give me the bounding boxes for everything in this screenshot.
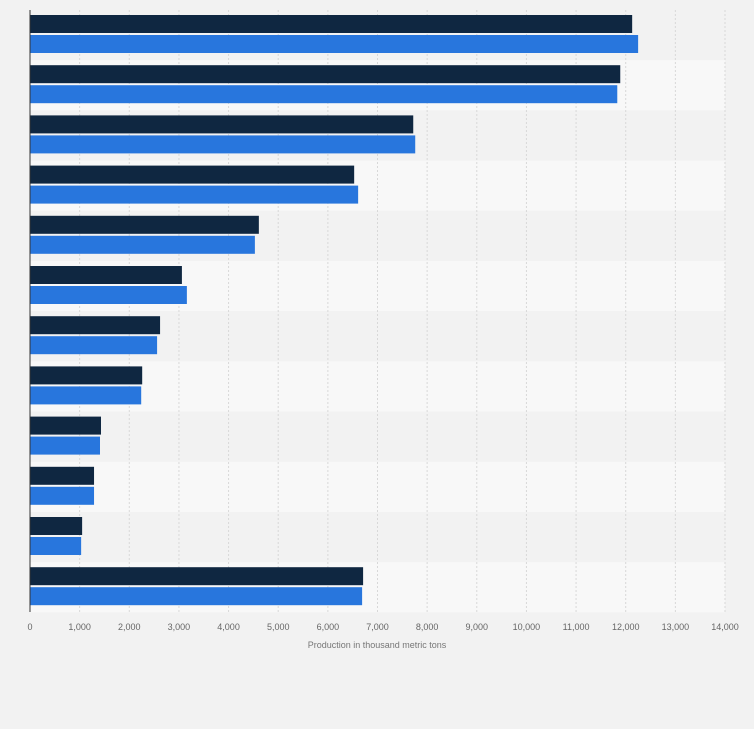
bar-series-1[interactable] bbox=[30, 15, 633, 33]
x-tick-label: 11,000 bbox=[563, 622, 590, 632]
bar-series-2[interactable] bbox=[30, 386, 142, 405]
bar-series-1[interactable] bbox=[30, 65, 621, 84]
x-tick-label: 8,000 bbox=[416, 622, 439, 632]
x-tick-label: 5,000 bbox=[267, 622, 290, 632]
bar-series-1[interactable] bbox=[30, 316, 161, 335]
bar-series-2[interactable] bbox=[30, 336, 158, 355]
bar-series-1[interactable] bbox=[30, 416, 101, 435]
bar-series-2[interactable] bbox=[30, 486, 95, 505]
bar-series-2[interactable] bbox=[30, 185, 359, 204]
bar-series-1[interactable] bbox=[30, 466, 95, 485]
x-tick-label: 13,000 bbox=[662, 622, 690, 632]
bar-series-1[interactable] bbox=[30, 165, 355, 184]
bar-series-2[interactable] bbox=[30, 587, 363, 606]
bar-series-2[interactable] bbox=[30, 436, 100, 455]
x-tick-label: 2,000 bbox=[118, 622, 141, 632]
row-band bbox=[30, 512, 725, 563]
x-tick-label: 0 bbox=[27, 622, 32, 632]
x-tick-label: 7,000 bbox=[366, 622, 389, 632]
x-tick-label: 9,000 bbox=[466, 622, 489, 632]
gridlines bbox=[79, 10, 726, 613]
bar-series-1[interactable] bbox=[30, 567, 364, 586]
x-tick-label: 12,000 bbox=[612, 622, 640, 632]
bar-series-1[interactable] bbox=[30, 517, 83, 535]
x-axis-title: Production in thousand metric tons bbox=[308, 640, 447, 650]
bar-series-1[interactable] bbox=[30, 266, 182, 284]
x-tick-label: 10,000 bbox=[513, 622, 541, 632]
bar-series-2[interactable] bbox=[30, 135, 416, 154]
bar-series-1[interactable] bbox=[30, 115, 414, 134]
bar-series-2[interactable] bbox=[30, 537, 82, 555]
x-tick-label: 6,000 bbox=[317, 622, 340, 632]
bar-series-2[interactable] bbox=[30, 235, 255, 254]
x-tick-label: 4,000 bbox=[217, 622, 240, 632]
x-tick-label: 3,000 bbox=[168, 622, 191, 632]
bar-series-2[interactable] bbox=[30, 286, 187, 304]
bar-series-1[interactable] bbox=[30, 215, 259, 234]
bar-series-1[interactable] bbox=[30, 366, 143, 385]
bar-series-2[interactable] bbox=[30, 85, 618, 104]
x-tick-labels: 0 1,000 2,000 3,000 4,000 5,000 6,000 7,000 8,00… bbox=[27, 622, 738, 632]
x-tick-label: 14,000 bbox=[711, 622, 739, 632]
bar-series-2[interactable] bbox=[30, 35, 639, 53]
bars bbox=[30, 15, 639, 606]
x-tick-label: 1,000 bbox=[68, 622, 91, 632]
